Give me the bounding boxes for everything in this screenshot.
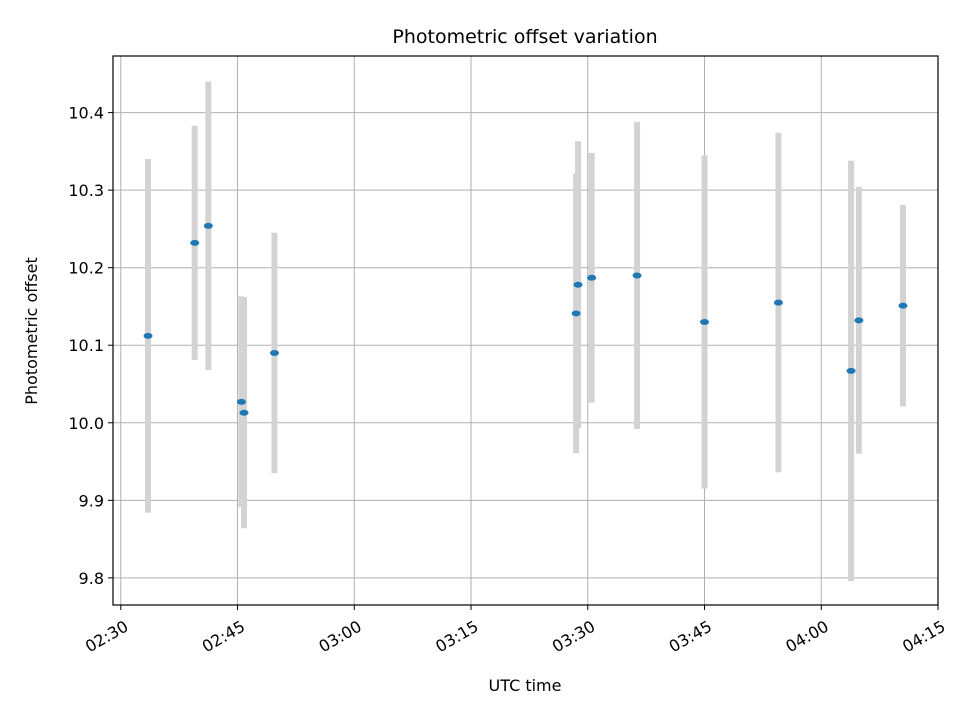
y-tick-label: 10.4 (68, 104, 104, 123)
y-tick-label: 9.9 (79, 491, 104, 510)
chart-title: Photometric offset variation (392, 26, 657, 48)
data-points (143, 222, 908, 416)
plot-area (112, 55, 939, 606)
data-point (203, 222, 213, 229)
plot-background (113, 56, 938, 605)
data-point (239, 409, 249, 416)
data-point (700, 318, 710, 325)
y-axis-label: Photometric offset (22, 257, 41, 405)
data-point (573, 281, 583, 288)
data-point (190, 239, 200, 246)
data-point (846, 367, 856, 374)
data-point (898, 302, 908, 309)
x-axis-label: UTC time (489, 676, 562, 695)
data-point (587, 274, 597, 281)
plot-frame (112, 55, 939, 606)
y-axis: 9.8 9.9 10.0 10.1 10.2 10.3 10.4 (68, 104, 113, 588)
data-point (854, 317, 864, 324)
y-tick-label: 10.2 (68, 259, 104, 278)
y-tick-label: 10.0 (68, 414, 104, 433)
data-point (773, 299, 783, 306)
y-tick-label: 10.1 (68, 336, 104, 355)
data-point (571, 310, 581, 317)
y-tick-label: 9.8 (79, 569, 104, 588)
y-tick-label: 10.3 (68, 181, 104, 200)
data-point (269, 349, 279, 356)
data-point (632, 272, 642, 279)
data-point (236, 398, 246, 405)
data-point (143, 332, 153, 339)
